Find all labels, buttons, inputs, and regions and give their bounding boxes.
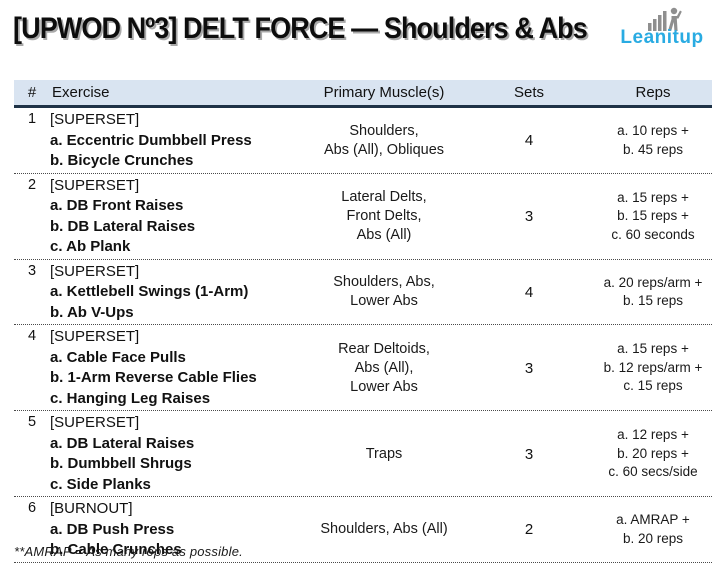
rep-line: c. 60 secs/side — [608, 464, 698, 480]
logo-wordmark: Leanitup — [620, 27, 704, 48]
reps-cell: a. 20 reps/arm + b. 15 reps — [594, 262, 712, 324]
set-type-label: [SUPERSET] — [50, 328, 140, 345]
sets-count: 4 — [524, 283, 534, 301]
exercise-cell: [BURNOUT] a. DB Push Press b. Cable Crunch… — [50, 499, 304, 561]
muscle-line: Shoulders, Abs, — [333, 274, 435, 291]
sets-count: 3 — [524, 445, 534, 463]
exercise-row: 5 [SUPERSET] a. DB Lateral Raises b. Dumbbe… — [14, 411, 712, 497]
muscle-line: Abs (All) — [356, 227, 412, 243]
table-body: 1 [SUPERSET] a. Eccentric Dumbbell Press b.… — [14, 108, 712, 563]
exercise-name: a. Kettlebell Swings (1-Arm) — [50, 283, 249, 300]
exercise-row: 3 [SUPERSET] a. Kettlebell Swings (1-Arm) b… — [14, 260, 712, 325]
primary-muscles-cell: Lateral Delts, Front Delts, Abs (All) — [304, 176, 464, 258]
reps-cell: a. 15 reps + b. 15 reps + c. 60 seconds — [594, 176, 712, 258]
rep-line: a. 10 reps + — [617, 123, 689, 139]
rep-line: b. 12 reps/arm + — [603, 359, 703, 375]
exercise-name: a. DB Push Press — [50, 520, 175, 538]
set-type-label: [SUPERSET] — [50, 414, 140, 431]
reps-cell: a. 10 reps + b. 45 reps — [594, 110, 712, 172]
muscle-line: Front Delts, — [346, 208, 422, 224]
exercise-row: 6 [BURNOUT] a. DB Push Press b. Cable Crunc… — [14, 497, 712, 563]
rep-line: a. 15 reps + — [617, 189, 689, 205]
exercise-row: 4 [SUPERSET] a. Cable Face Pulls b. 1-Arm R… — [14, 325, 712, 411]
table-header-row: # Exercise Primary Muscle(s) Sets Reps — [14, 80, 712, 108]
rep-line: b. 20 reps — [622, 530, 684, 546]
primary-muscles-cell: Traps — [304, 413, 464, 495]
row-number: 3 — [27, 262, 37, 279]
muscle-line: Lower Abs — [350, 378, 418, 395]
rep-line: a. AMRAP + — [616, 512, 690, 528]
exercise-cell: [SUPERSET] a. DB Lateral Raises b. Dumbbel… — [50, 413, 304, 495]
muscle-line: Abs (All), Obliques — [323, 141, 445, 158]
exercise-name: a. Eccentric Dumbbell Press — [50, 131, 252, 149]
rep-line: b. 20 reps + — [617, 445, 689, 461]
rep-line: c. 60 seconds — [611, 226, 695, 242]
exercise-row: 1 [SUPERSET] a. Eccentric Dumbbell Press b.… — [14, 108, 712, 174]
rep-line: b. 45 reps — [622, 141, 684, 157]
rep-line: a. 20 reps/arm + — [603, 274, 703, 290]
reps-cell: a. 15 reps + b. 12 reps/arm + c. 15 reps — [594, 327, 712, 409]
set-type-label: [SUPERSET] — [50, 176, 140, 194]
row-number: 1 — [27, 111, 37, 127]
exercise-name: c. Side Planks — [50, 475, 151, 493]
set-type-label: [SUPERSET] — [50, 262, 140, 280]
row-number: 2 — [27, 176, 37, 193]
exercise-name: c. Hanging Leg Raises — [50, 389, 211, 407]
reps-cell: a. 12 reps + b. 20 reps + c. 60 secs/side — [594, 413, 712, 495]
bar-chart-person-icon — [648, 7, 682, 31]
exercise-name: a. DB Lateral Raises — [50, 434, 195, 452]
page-title: [UPWOD Nº3] DELT FORCE — Shoulders & Abs — [13, 12, 588, 45]
rep-line: b. 15 reps + — [617, 208, 689, 224]
sets-count: 4 — [524, 132, 534, 150]
exercise-cell: [SUPERSET] a. Eccentric Dumbbell Press b. … — [50, 110, 304, 172]
exercise-name: b. Bicycle Crunches — [50, 152, 194, 169]
exercise-row: 2 [SUPERSET] a. DB Front Raises b. DB Later… — [14, 174, 712, 260]
header-reps: Reps — [635, 84, 671, 101]
muscle-line: Abs (All), — [354, 359, 414, 376]
exercise-cell: [SUPERSET] a. DB Front Raises b. DB Latera… — [50, 176, 304, 258]
exercise-name: b. DB Lateral Raises — [50, 217, 196, 235]
rep-line: a. 15 reps + — [617, 341, 689, 357]
exercise-name: b. Dumbbell Shrugs — [50, 455, 192, 472]
muscle-line: Lateral Delts, — [341, 189, 427, 205]
row-number: 4 — [27, 328, 37, 344]
muscle-line: Rear Deltoids, — [338, 340, 430, 357]
leanitup-logo: Leanitup — [607, 5, 717, 51]
exercise-name: b. 1-Arm Reverse Cable Flies — [50, 369, 257, 386]
header-sets: Sets — [513, 84, 544, 101]
rep-line: b. 15 reps — [622, 293, 684, 309]
amrap-footnote: **AMRAP = As many reps as possible. — [14, 544, 243, 559]
primary-muscles-cell: Shoulders, Abs (All) — [304, 499, 464, 561]
row-number: 5 — [27, 414, 37, 430]
exercise-name: a. DB Front Raises — [50, 197, 184, 214]
exercise-cell: [SUPERSET] a. Kettlebell Swings (1-Arm) b.… — [50, 262, 304, 324]
set-type-label: [BURNOUT] — [50, 500, 133, 517]
rep-line: a. 12 reps + — [617, 427, 689, 443]
workout-table: # Exercise Primary Muscle(s) Sets Reps 1… — [14, 80, 712, 563]
exercise-cell: [SUPERSET] a. Cable Face Pulls b. 1-Arm Re… — [50, 327, 304, 409]
primary-muscles-cell: Rear Deltoids, Abs (All), Lower Abs — [304, 327, 464, 409]
reps-cell: a. AMRAP + b. 20 reps — [594, 499, 712, 561]
exercise-name: b. Ab V-Ups — [50, 303, 134, 321]
set-type-label: [SUPERSET] — [50, 111, 140, 128]
header-exercise: Exercise — [52, 84, 110, 101]
sets-count: 2 — [524, 521, 534, 539]
primary-muscles-cell: Shoulders, Abs (All), Obliques — [304, 110, 464, 172]
muscle-line: Traps — [365, 445, 403, 462]
sets-count: 3 — [524, 208, 534, 225]
header-number: # — [27, 84, 37, 101]
rep-line: c. 15 reps — [623, 378, 683, 394]
sets-count: 3 — [524, 359, 534, 377]
row-number: 6 — [27, 500, 37, 516]
exercise-name: a. Cable Face Pulls — [50, 348, 186, 366]
primary-muscles-cell: Shoulders, Abs, Lower Abs — [304, 262, 464, 324]
muscle-line: Lower Abs — [350, 293, 418, 310]
exercise-name: b. Cable Crunches — [50, 541, 182, 558]
exercise-name: c. Ab Plank — [50, 238, 131, 255]
header-muscles: Primary Muscle(s) — [323, 84, 445, 101]
muscle-line: Shoulders, — [349, 122, 419, 139]
muscle-line: Shoulders, Abs (All) — [320, 521, 448, 538]
